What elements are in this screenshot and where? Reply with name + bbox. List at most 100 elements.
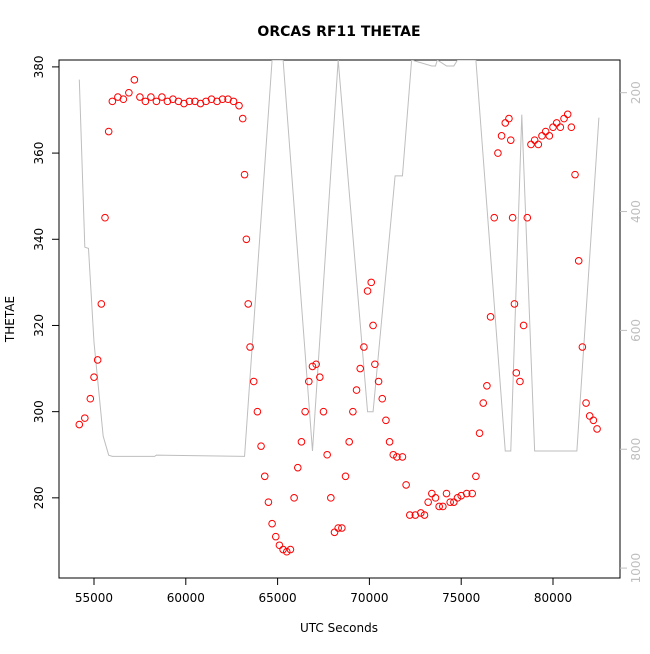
point (560, 114, 568, 123)
x-tick-label: 60000 (167, 591, 205, 605)
point (279, 545, 287, 554)
point (253, 407, 262, 416)
point (582, 399, 590, 407)
x-tick-label: 80000 (534, 591, 572, 605)
point (578, 343, 587, 351)
point (486, 313, 495, 321)
line-series (78, 60, 600, 457)
point (101, 213, 109, 222)
point (319, 407, 328, 416)
y-tick-label: 280 (32, 486, 46, 509)
point (538, 132, 546, 140)
y2-tick-label: 400 (629, 200, 643, 223)
y-tick-label: 320 (32, 314, 46, 337)
point (402, 481, 410, 489)
point (119, 95, 128, 104)
point (545, 132, 554, 140)
point (242, 235, 251, 244)
point (327, 494, 335, 502)
y2-tick-label: 600 (629, 319, 643, 342)
point (136, 93, 144, 101)
point (431, 494, 440, 502)
point (505, 114, 513, 123)
point (257, 442, 265, 450)
point (475, 429, 484, 438)
point (297, 438, 306, 446)
point (462, 489, 471, 498)
x-tick-label: 55000 (75, 591, 113, 605)
point (293, 463, 302, 472)
point (435, 502, 443, 511)
y2-tick-label: 800 (629, 438, 643, 461)
point (356, 364, 365, 373)
point (97, 300, 106, 308)
point (472, 472, 480, 481)
point (264, 498, 273, 506)
point (389, 450, 398, 459)
point (130, 76, 139, 84)
plot-frame (58, 59, 621, 579)
point (369, 321, 377, 330)
point (235, 101, 243, 110)
point (229, 97, 238, 106)
point (81, 414, 89, 422)
point (571, 170, 579, 179)
point (450, 498, 458, 506)
point (218, 95, 227, 104)
point (483, 381, 491, 390)
point (382, 416, 390, 425)
point (271, 532, 280, 541)
y2-tick-label: 1000 (629, 553, 643, 584)
point (508, 213, 517, 222)
point (510, 300, 519, 308)
point (453, 494, 462, 502)
point (141, 97, 150, 106)
point (374, 377, 383, 386)
point (93, 356, 102, 364)
x-tick-label: 65000 (259, 591, 297, 605)
point (152, 97, 161, 106)
point (249, 377, 258, 386)
point (305, 377, 313, 386)
y-axis-label: THETAE (3, 296, 17, 343)
point (363, 287, 372, 295)
point (185, 97, 194, 106)
point (516, 377, 524, 386)
point (125, 88, 133, 97)
point (556, 123, 565, 132)
point (268, 519, 276, 528)
point (490, 213, 499, 222)
y-tick-label: 380 (32, 55, 46, 78)
point (108, 97, 117, 106)
point (523, 213, 532, 222)
point (398, 453, 407, 461)
point (308, 362, 317, 371)
point (147, 93, 155, 101)
plot-area (75, 60, 601, 556)
y-tick-label: 300 (32, 400, 46, 423)
point (512, 369, 521, 377)
point (506, 136, 515, 144)
point (494, 149, 502, 157)
point (446, 498, 454, 506)
point (439, 502, 447, 511)
point (541, 127, 550, 136)
point (534, 140, 543, 149)
point (420, 511, 429, 519)
point (104, 127, 113, 136)
y2-tick-label: 200 (629, 81, 643, 104)
point (301, 407, 309, 416)
point (352, 386, 361, 394)
point (468, 489, 477, 498)
point (424, 498, 432, 506)
chart-title: ORCAS RF11 THETAE (257, 24, 420, 40)
point (479, 399, 488, 407)
point (442, 489, 451, 498)
point (393, 453, 401, 461)
x-tick-label: 70000 (350, 591, 388, 605)
point (563, 110, 572, 119)
point (349, 407, 357, 416)
point (567, 123, 576, 132)
point (86, 394, 95, 403)
